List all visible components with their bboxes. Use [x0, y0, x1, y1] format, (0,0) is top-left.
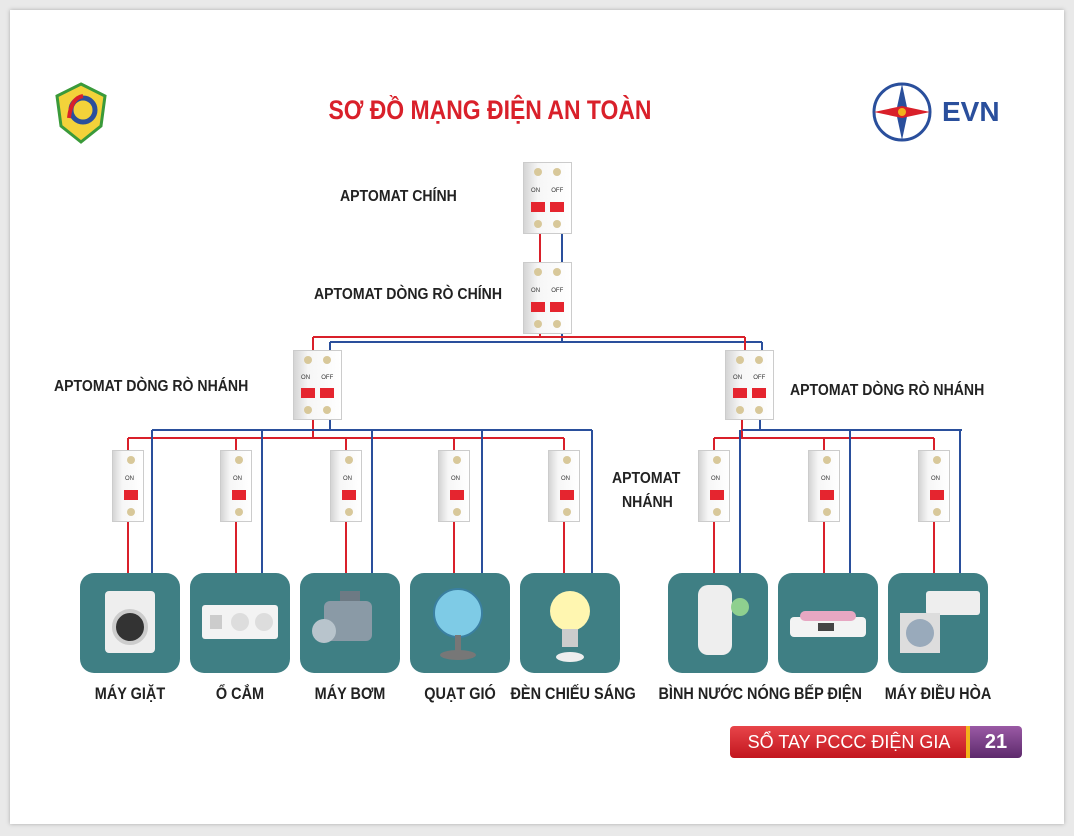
toggle-switch[interactable] [319, 388, 334, 399]
on-label: ON [561, 475, 570, 482]
toggle-switch[interactable] [124, 489, 138, 500]
device-label: QUẠT GIÓ [424, 684, 496, 703]
electric-stove-icon [790, 611, 866, 637]
device-tile [190, 573, 290, 673]
pump-icon [312, 591, 372, 643]
off-label: OFF [551, 187, 564, 194]
off-label: OFF [551, 287, 564, 294]
toggle-switch[interactable] [232, 489, 246, 500]
branch-breaker[interactable]: ON [112, 450, 144, 522]
toggle-switch[interactable] [301, 388, 316, 399]
branch-breaker[interactable]: ON [438, 450, 470, 522]
device-tile [778, 573, 878, 673]
branch-breaker[interactable]: ON [330, 450, 362, 522]
on-label: ON [343, 475, 352, 482]
air-conditioner-icon [900, 591, 980, 653]
evn-logo-icon [872, 82, 932, 142]
label-main-rcd: APTOMAT DÒNG RÒ CHÍNH [314, 286, 502, 303]
label-branch-rcd-right: APTOMAT DÒNG RÒ NHÁNH [790, 382, 985, 399]
device-tile [668, 573, 768, 673]
water-heater-icon [698, 585, 749, 655]
device-label: MÁY BƠM [314, 684, 386, 703]
socket-icon [202, 605, 278, 639]
page-number: 21 [966, 726, 1022, 758]
device-tile [520, 573, 620, 673]
branch-breaker[interactable]: ON [220, 450, 252, 522]
footer-banner: SỔ TAY PCCC ĐIỆN GIA ĐÌNH [730, 726, 968, 784]
on-label: ON [733, 374, 743, 381]
on-label: ON [233, 475, 242, 482]
toggle-switch[interactable] [549, 201, 564, 212]
toggle-switch[interactable] [549, 301, 564, 312]
device-label: ĐÈN CHIẾU SÁNG [510, 684, 636, 703]
document-page [10, 10, 1064, 824]
label-main-breaker: APTOMAT CHÍNH [340, 188, 457, 205]
device-tile [410, 573, 510, 673]
toggle-switch[interactable] [710, 489, 724, 500]
branch-breaker[interactable]: ON [548, 450, 580, 522]
label-branch-rcd-left: APTOMAT DÒNG RÒ NHÁNH [54, 378, 249, 395]
device-label: MÁY ĐIỀU HÒA [884, 684, 992, 703]
on-label: ON [125, 475, 134, 482]
device-label: Ổ CẮM [215, 684, 265, 703]
main-breaker[interactable]: ON OFF [523, 162, 572, 234]
on-label: ON [531, 287, 541, 294]
off-label: OFF [321, 374, 334, 381]
label-branch-breaker-1: APTOMAT [612, 470, 681, 487]
device-tile [300, 573, 400, 673]
fan-icon [433, 588, 483, 660]
evn-logo-text: EVN [942, 96, 1000, 127]
device-label: BẾP ĐIỆN [794, 684, 862, 703]
branch-rcd-right[interactable]: ON OFF [725, 350, 774, 420]
device-label: MÁY GIẶT [94, 684, 166, 703]
toggle-switch[interactable] [531, 201, 546, 212]
toggle-switch[interactable] [930, 489, 944, 500]
on-label: ON [711, 475, 720, 482]
toggle-switch[interactable] [560, 489, 574, 500]
fire-police-emblem-logo [55, 82, 107, 144]
toggle-switch[interactable] [733, 388, 748, 399]
light-bulb-icon [550, 591, 590, 662]
branch-breaker[interactable]: ON [918, 450, 950, 522]
device-tile [888, 573, 988, 673]
branch-rcd-left[interactable]: ON OFF [293, 350, 342, 420]
toggle-switch[interactable] [531, 301, 546, 312]
on-label: ON [301, 374, 311, 381]
on-label: ON [931, 475, 940, 482]
label-branch-breaker-2: NHÁNH [622, 494, 673, 511]
toggle-switch[interactable] [751, 388, 766, 399]
on-label: ON [531, 187, 541, 194]
toggle-switch[interactable] [342, 489, 356, 500]
toggle-switch[interactable] [820, 489, 834, 500]
washing-machine-icon [105, 591, 155, 653]
toggle-switch[interactable] [450, 489, 464, 500]
page-title: SƠ ĐỒ MẠNG ĐIỆN AN TOÀN [328, 95, 652, 125]
device-label: BÌNH NƯỚC NÓNG [658, 684, 791, 703]
on-label: ON [451, 475, 460, 482]
branch-breaker[interactable]: ON [698, 450, 730, 522]
main-rcd-breaker[interactable]: ON OFF [523, 262, 572, 334]
branch-breaker[interactable]: ON [808, 450, 840, 522]
off-label: OFF [753, 374, 766, 381]
on-label: ON [821, 475, 830, 482]
device-tile [80, 573, 180, 673]
